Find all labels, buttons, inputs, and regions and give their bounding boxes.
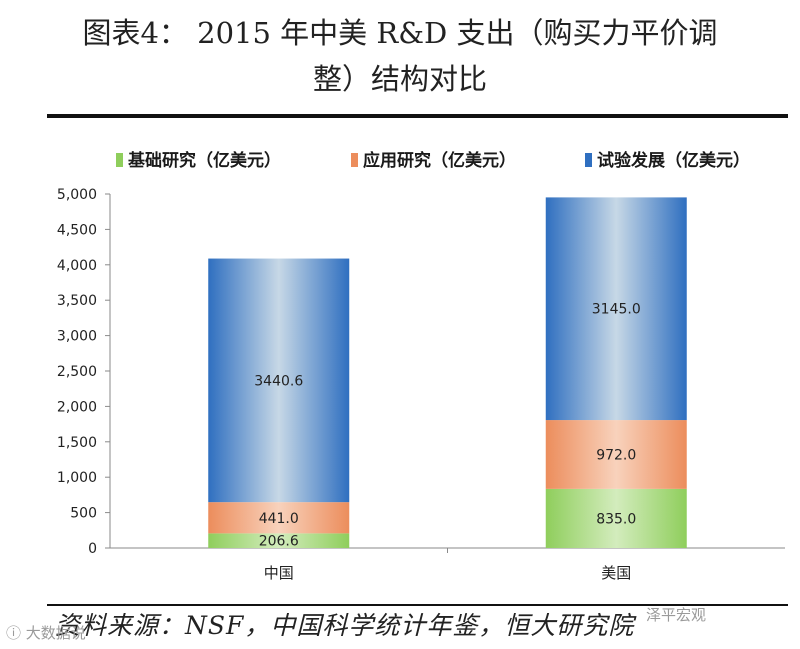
legend-label: 应用研究（亿美元） — [363, 151, 516, 171]
orange-bar-icon — [351, 153, 358, 167]
bar-segment-applied-research — [545, 420, 687, 489]
legend-item-experimental-development: 试验发展（亿美元） — [585, 150, 750, 172]
top-divider — [47, 114, 788, 118]
title-line-1: 图表4： 2015 年中美 R&D 支出（购买力平价调 — [82, 16, 718, 50]
blue-bar-icon — [585, 153, 592, 167]
data-label: 972.0 — [596, 447, 636, 463]
green-bar-icon — [116, 153, 123, 167]
bar-segment-basic-research — [545, 488, 687, 548]
data-label: 206.6 — [259, 534, 299, 550]
legend-item-basic-research: 基础研究（亿美元） — [116, 150, 281, 172]
x-category-label: 美国 — [601, 564, 631, 582]
y-tick-label: 500 — [70, 506, 97, 522]
watermark-left: ⓘ 大数据说 — [6, 624, 86, 642]
bar-segment-basic-research — [208, 533, 350, 548]
chart-title: 图表4： 2015 年中美 R&D 支出（购买力平价调 整）结构对比 — [0, 10, 800, 102]
y-tick-label: 2,500 — [57, 364, 97, 380]
y-tick-label: 1,000 — [57, 470, 97, 486]
bottom-divider — [47, 604, 788, 606]
data-label: 3440.6 — [254, 373, 303, 389]
x-category-label: 中国 — [264, 564, 294, 582]
data-label: 835.0 — [596, 511, 636, 527]
y-tick-label: 0 — [88, 541, 97, 557]
y-tick-label: 2,000 — [57, 399, 97, 415]
y-tick-label: 4,000 — [57, 258, 97, 274]
bar-segment-applied-research — [208, 502, 350, 534]
title-line-2: 整）结构对比 — [312, 62, 487, 96]
legend-label: 基础研究（亿美元） — [128, 151, 281, 171]
y-tick-label: 3,000 — [57, 329, 97, 345]
y-tick-label: 1,500 — [57, 435, 97, 451]
legend-label: 试验发展（亿美元） — [597, 151, 750, 171]
watermark-right: 泽平宏观 — [646, 606, 707, 624]
data-label: 3145.0 — [592, 302, 641, 318]
data-labels: 206.6 441.0 3440.6 835.0 972.0 3145.0 — [254, 302, 641, 550]
y-tick-label: 3,500 — [57, 293, 97, 309]
chart-legend: 基础研究（亿美元） 应用研究（亿美元） 试验发展（亿美元） — [0, 150, 800, 174]
bar-segment-experimental-development — [208, 258, 350, 503]
data-label: 441.0 — [259, 511, 299, 527]
y-tick-label: 4,500 — [57, 222, 97, 238]
bars — [208, 197, 687, 548]
source-note: 资料来源：NSF，中国科学统计年鉴，恒大研究院 — [55, 611, 635, 640]
bar-segment-experimental-development — [545, 197, 687, 421]
legend-item-applied-research: 应用研究（亿美元） — [351, 150, 516, 172]
y-tick-label: 5,000 — [57, 187, 97, 203]
